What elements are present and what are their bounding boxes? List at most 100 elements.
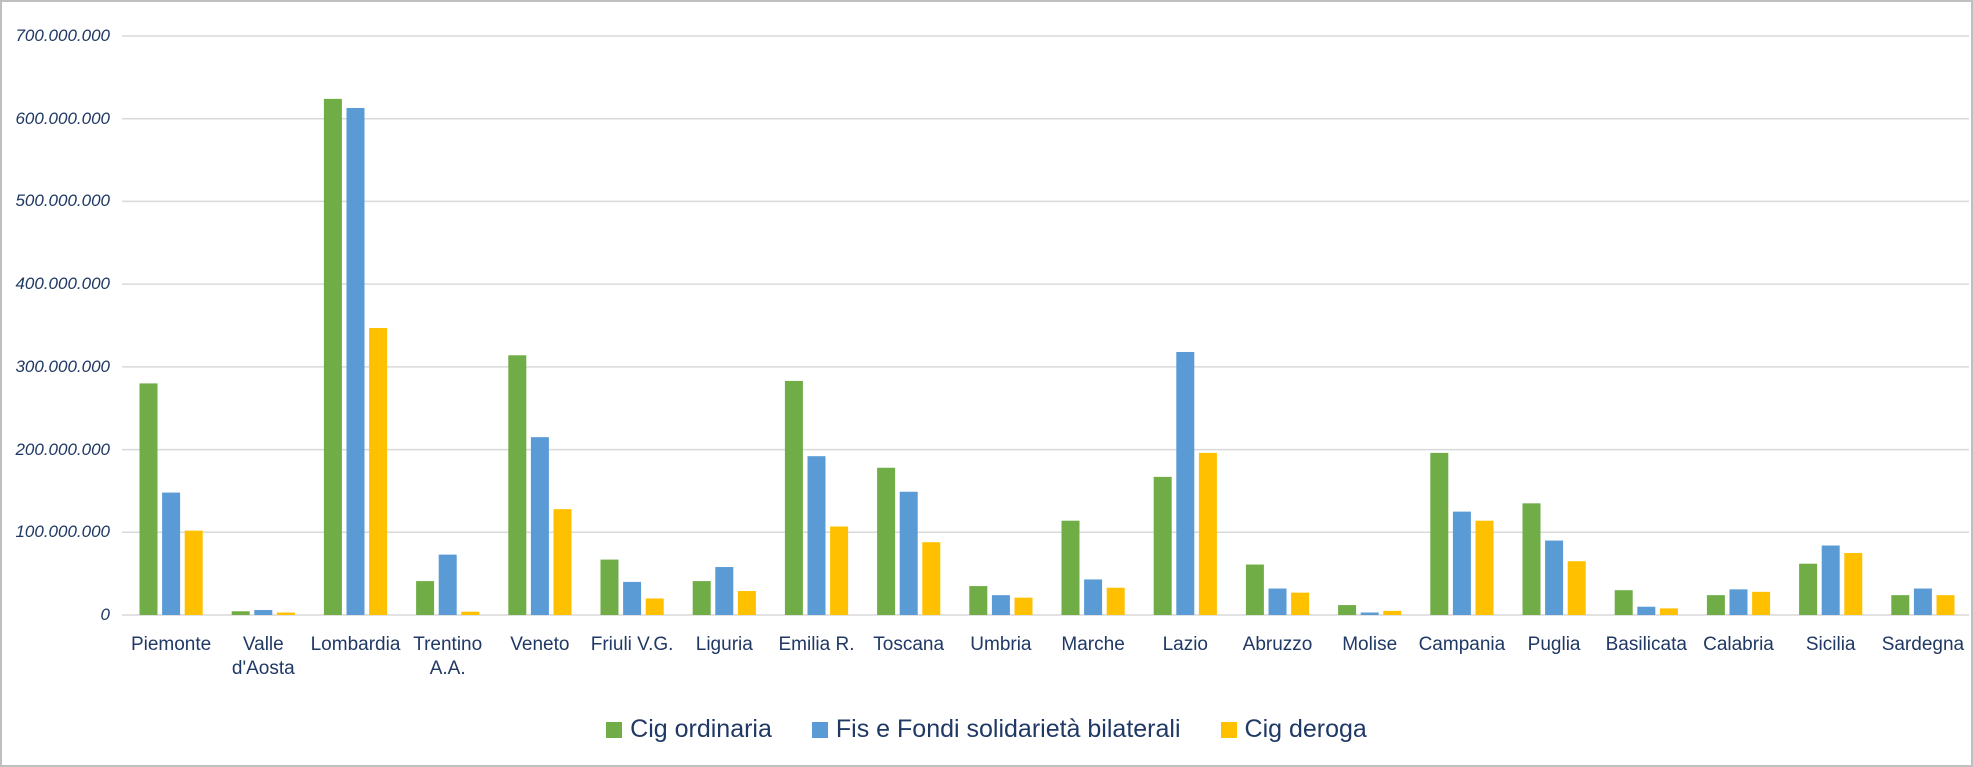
bar — [807, 456, 826, 615]
x-tick-label: Sardegna — [1881, 634, 1965, 655]
x-tick-label: Abruzzo — [1242, 634, 1313, 655]
bar — [1729, 589, 1748, 615]
legend-label: Fis e Fondi solidarietà bilaterali — [835, 715, 1181, 743]
x-tick-label: Campania — [1418, 634, 1506, 655]
bar — [1844, 552, 1863, 615]
bar — [715, 567, 734, 615]
x-tick-label: Calabria — [1703, 634, 1774, 655]
x-tick-label: Valle d'Aosta — [231, 634, 295, 679]
bar — [830, 526, 849, 615]
bar — [184, 530, 203, 615]
bar — [1821, 545, 1840, 615]
bar — [692, 581, 711, 615]
y-tick-label: 700.000.000 — [15, 26, 110, 45]
y-tick-label: 200.000.000 — [15, 439, 110, 459]
y-tick-label: 400.000.000 — [15, 274, 110, 294]
bar — [346, 107, 365, 615]
x-tick-label: Lombardia — [310, 634, 401, 655]
bar — [922, 542, 941, 615]
bar — [1061, 520, 1080, 615]
bar — [1338, 605, 1357, 615]
x-tick-label: Lazio — [1162, 634, 1208, 655]
legend-swatch — [1220, 721, 1237, 738]
bar — [899, 491, 918, 615]
x-tick-label: Molise — [1342, 634, 1398, 655]
bar — [1268, 588, 1287, 615]
bar — [1522, 503, 1541, 615]
bar — [1153, 476, 1172, 615]
x-tick-label: Friuli V.G. — [590, 634, 674, 655]
bar — [1360, 612, 1379, 615]
y-tick-label: 300.000.000 — [15, 356, 110, 376]
bar — [1567, 561, 1586, 615]
bar — [1084, 579, 1103, 615]
y-tick-label: 0 — [100, 605, 110, 624]
bar — [1198, 452, 1217, 615]
legend-item: Cig ordinaria — [606, 715, 772, 744]
bar — [1637, 606, 1656, 615]
bar — [323, 98, 342, 615]
legend-label: Cig deroga — [1244, 715, 1367, 743]
bar — [877, 467, 896, 615]
legend-swatch — [606, 721, 623, 738]
bar — [416, 581, 435, 615]
bar — [1752, 591, 1771, 615]
y-tick-label: 500.000.000 — [15, 191, 110, 211]
bar — [1245, 564, 1264, 615]
x-tick-label: Basilicata — [1605, 634, 1687, 655]
legend-item: Fis e Fondi solidarietà bilaterali — [811, 715, 1181, 744]
bar — [231, 611, 250, 615]
bar — [1545, 540, 1564, 615]
bar — [1891, 595, 1910, 615]
x-tick-label: Veneto — [510, 634, 570, 655]
bar — [1799, 563, 1818, 615]
x-tick-label: Sicilia — [1805, 634, 1856, 655]
legend-item: Cig deroga — [1220, 715, 1367, 744]
bar — [1014, 597, 1033, 615]
bar — [1383, 610, 1402, 615]
bar — [991, 595, 1010, 615]
x-tick-label: Trentino A.A. — [413, 634, 483, 679]
x-tick-label: Toscana — [873, 634, 945, 655]
bar — [1475, 520, 1494, 615]
bar — [276, 612, 295, 615]
legend: Cig ordinaria Fis e Fondi solidarietà bil… — [2, 715, 1971, 744]
bar — [369, 327, 388, 615]
bar — [553, 509, 572, 615]
x-tick-label: Emilia R. — [778, 634, 855, 655]
bar — [1936, 595, 1955, 615]
x-tick-label: Liguria — [695, 634, 753, 655]
bar — [600, 559, 619, 615]
x-tick-label: Puglia — [1527, 634, 1581, 655]
bar — [1452, 511, 1471, 615]
y-tick-label: 600.000.000 — [15, 108, 110, 128]
bar — [461, 611, 480, 615]
bar — [254, 610, 273, 615]
bar — [737, 591, 756, 615]
bar — [645, 598, 664, 615]
bar — [530, 437, 549, 615]
bar — [1913, 588, 1932, 615]
bar — [508, 355, 527, 615]
bar — [784, 380, 803, 615]
bar — [162, 492, 181, 615]
x-tick-label: Marche — [1061, 634, 1125, 655]
bar — [1106, 587, 1125, 615]
bar — [1659, 608, 1678, 615]
bar — [139, 383, 158, 615]
x-tick-label: Umbria — [970, 634, 1032, 655]
legend-swatch — [811, 721, 828, 738]
bar — [1706, 595, 1725, 615]
bar — [969, 586, 988, 615]
bar — [438, 554, 457, 615]
y-tick-label: 100.000.000 — [15, 522, 110, 542]
x-tick-label: Piemonte — [130, 634, 212, 655]
bar — [1430, 452, 1449, 615]
bar — [1291, 592, 1310, 615]
bar — [623, 581, 642, 615]
bar — [1614, 590, 1633, 615]
legend-label: Cig ordinaria — [630, 715, 772, 743]
bar — [1176, 351, 1195, 615]
